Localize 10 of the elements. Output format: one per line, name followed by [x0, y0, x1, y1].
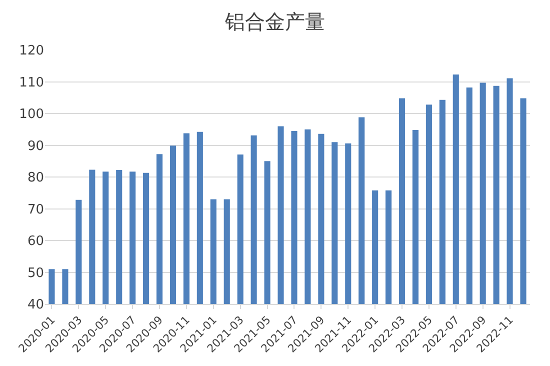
y-tick-label: 40 [27, 298, 44, 313]
y-tick-label: 100 [19, 107, 44, 122]
y-tick-label: 50 [27, 266, 44, 281]
y-tick-label: 90 [27, 138, 44, 154]
y-tick-label: 110 [19, 75, 44, 90]
y-tick-label: 80 [27, 170, 44, 186]
chart-title: 铝合金产量 [224, 10, 325, 34]
y-tick-label: 60 [27, 234, 44, 250]
y-tick-label: 120 [19, 44, 44, 59]
y-tick-label: 70 [27, 202, 44, 218]
